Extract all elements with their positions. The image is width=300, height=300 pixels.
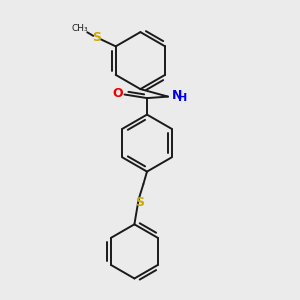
Text: S: S bbox=[92, 31, 101, 44]
Text: N: N bbox=[172, 89, 182, 102]
Text: O: O bbox=[112, 87, 123, 101]
Text: H: H bbox=[178, 93, 187, 103]
Text: S: S bbox=[135, 196, 144, 209]
Text: CH₃: CH₃ bbox=[71, 24, 88, 33]
